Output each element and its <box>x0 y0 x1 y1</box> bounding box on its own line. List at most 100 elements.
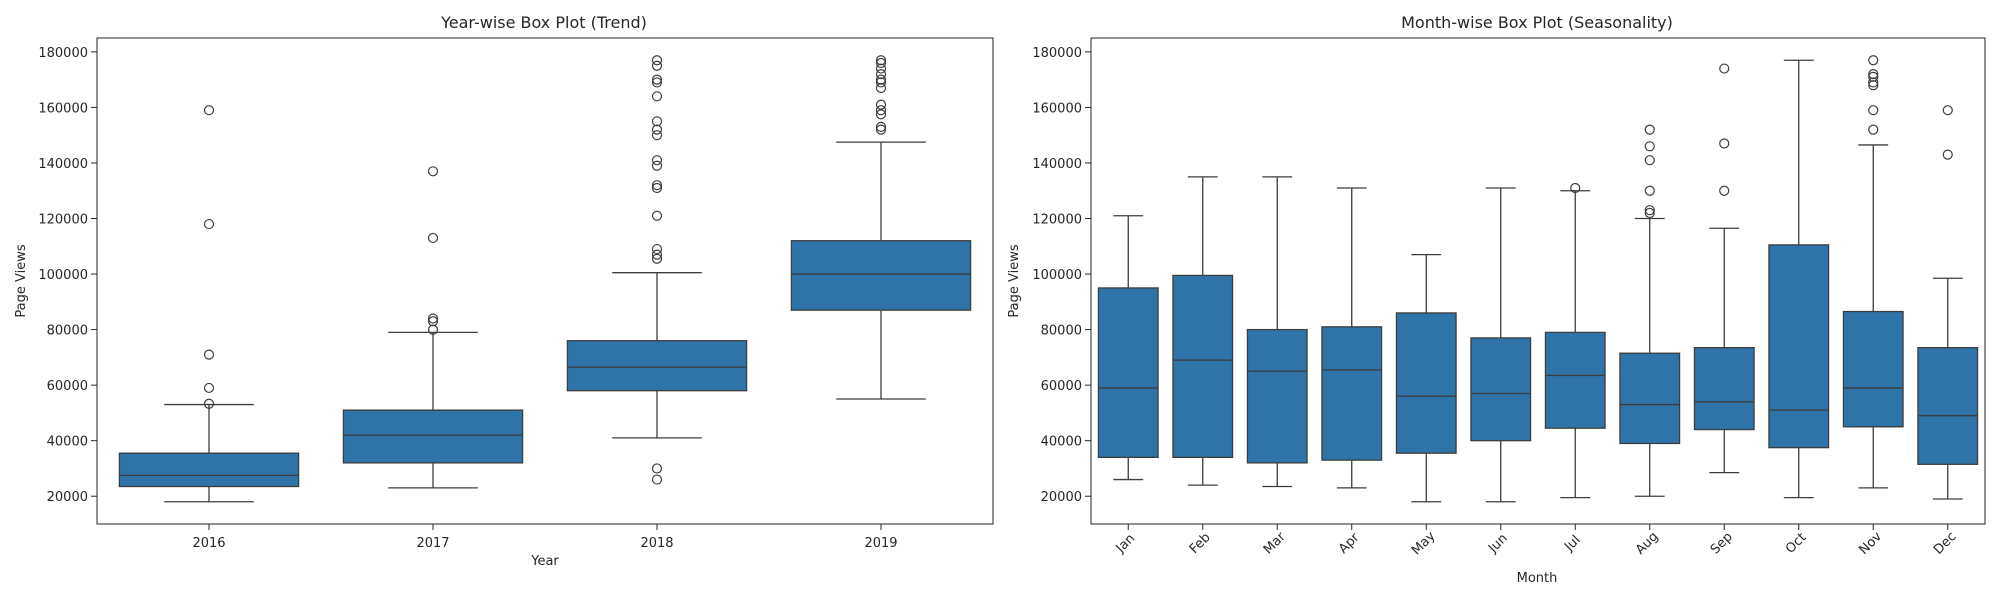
outlier-point <box>875 63 887 74</box>
y-tick-label: 80000 <box>1041 324 1082 339</box>
outlier-point <box>651 55 663 66</box>
outlier-point <box>203 105 215 116</box>
box-2016 <box>118 105 300 503</box>
year-wise-box-chart: Year-wise Box Plot (Trend) 20000 40000 600… <box>14 13 994 569</box>
outlier-point <box>203 382 215 394</box>
outlier-point <box>1942 149 1953 160</box>
x-tick-label: 2019 <box>864 536 897 551</box>
iqr-box <box>1470 337 1532 442</box>
y-tick-label: 160000 <box>38 101 88 116</box>
outlier-point <box>1868 71 1879 82</box>
chart-title: Year-wise Box Plot (Trend) <box>440 13 647 32</box>
x-axis-label: Month <box>1517 571 1558 586</box>
x-tick-label: 2017 <box>416 536 449 551</box>
outlier-point <box>427 313 439 324</box>
y-tick-label: 140000 <box>1032 157 1082 172</box>
outlier-point <box>427 166 439 177</box>
outlier-point <box>875 57 887 69</box>
boxes <box>1097 55 1979 503</box>
iqr-box <box>1619 352 1681 445</box>
outlier-point <box>427 316 439 327</box>
outlier-point <box>875 69 887 80</box>
outlier-point <box>1868 124 1879 135</box>
outlier-point <box>875 109 887 120</box>
box-2019 <box>790 55 972 400</box>
y-tick-label: 100000 <box>1032 268 1082 283</box>
outlier-point <box>875 55 887 66</box>
iqr-box <box>118 452 300 488</box>
outlier-point <box>651 182 663 194</box>
iqr-box <box>1693 347 1755 431</box>
outlier-point <box>651 160 663 171</box>
x-tick-label: 2016 <box>192 536 225 551</box>
outlier-point <box>651 74 663 85</box>
box-May <box>1395 253 1457 503</box>
x-axis: 2016 2017 2018 2019 <box>192 524 898 551</box>
y-tick-label: 100000 <box>38 268 88 283</box>
box-2017 <box>342 166 524 489</box>
y-tick-label: 160000 <box>1032 101 1082 116</box>
chart-title: Month-wise Box Plot (Seasonality) <box>1401 13 1673 32</box>
outlier-point <box>203 398 215 409</box>
outlier-point <box>1942 105 1953 116</box>
outlier-point <box>1719 185 1730 196</box>
outlier-point <box>427 324 439 335</box>
box-Jul <box>1544 182 1606 499</box>
boxes <box>118 55 972 503</box>
box-Aug <box>1619 124 1681 497</box>
outlier-point <box>875 82 887 94</box>
y-axis: 20000 40000 60000 80000 100000 120000 140000 16… <box>38 46 97 505</box>
outlier-point <box>875 105 887 116</box>
outlier-point <box>1719 138 1730 149</box>
y-tick-label: 180000 <box>38 46 88 61</box>
y-axis: 20000 40000 60000 80000 100000 120000 140000 16… <box>1032 46 1091 505</box>
y-tick-label: 60000 <box>1041 379 1082 394</box>
outlier-point <box>875 74 887 85</box>
outlier-point <box>651 116 663 127</box>
outlier-point <box>651 77 663 88</box>
y-axis-label: Page Views <box>14 244 29 317</box>
y-tick-label: 40000 <box>1041 435 1082 450</box>
outlier-point <box>651 463 663 474</box>
outlier-point <box>875 99 887 110</box>
iqr-box <box>1544 331 1606 429</box>
outlier-point <box>1868 69 1879 80</box>
outlier-point <box>203 349 215 360</box>
iqr-box <box>342 409 524 464</box>
box-Oct <box>1768 59 1830 499</box>
outlier-point <box>651 253 663 264</box>
box-Mar <box>1246 176 1308 488</box>
plot-frame <box>1090 37 1986 525</box>
iqr-box <box>790 240 972 311</box>
iqr-box <box>1246 328 1308 464</box>
y-tick-label: 80000 <box>47 324 88 339</box>
outlier-point <box>1644 205 1655 216</box>
iqr-box <box>1842 310 1904 428</box>
outlier-point <box>875 124 887 135</box>
y-tick-label: 120000 <box>1032 213 1082 228</box>
box-Nov <box>1842 55 1904 489</box>
outlier-point <box>1644 155 1655 166</box>
box-2018 <box>566 55 748 485</box>
outlier-point <box>1868 105 1879 116</box>
outlier-point <box>651 249 663 260</box>
outlier-point <box>875 77 887 88</box>
box-Feb <box>1172 176 1234 486</box>
y-axis-label: Page Views <box>1007 244 1022 317</box>
iqr-box <box>1172 274 1234 458</box>
outlier-point <box>1570 182 1581 194</box>
outlier-point <box>1868 55 1879 66</box>
y-tick-label: 60000 <box>47 379 88 394</box>
outlier-point <box>1719 63 1730 74</box>
box-Dec <box>1917 105 1979 500</box>
outlier-point <box>875 121 887 132</box>
outlier-point <box>1868 77 1879 88</box>
outlier-point <box>651 155 663 166</box>
iqr-box <box>1917 347 1979 465</box>
iqr-box <box>1321 326 1383 461</box>
y-tick-label: 120000 <box>38 213 88 228</box>
y-tick-label: 180000 <box>1032 46 1082 61</box>
box-Apr <box>1321 187 1383 489</box>
